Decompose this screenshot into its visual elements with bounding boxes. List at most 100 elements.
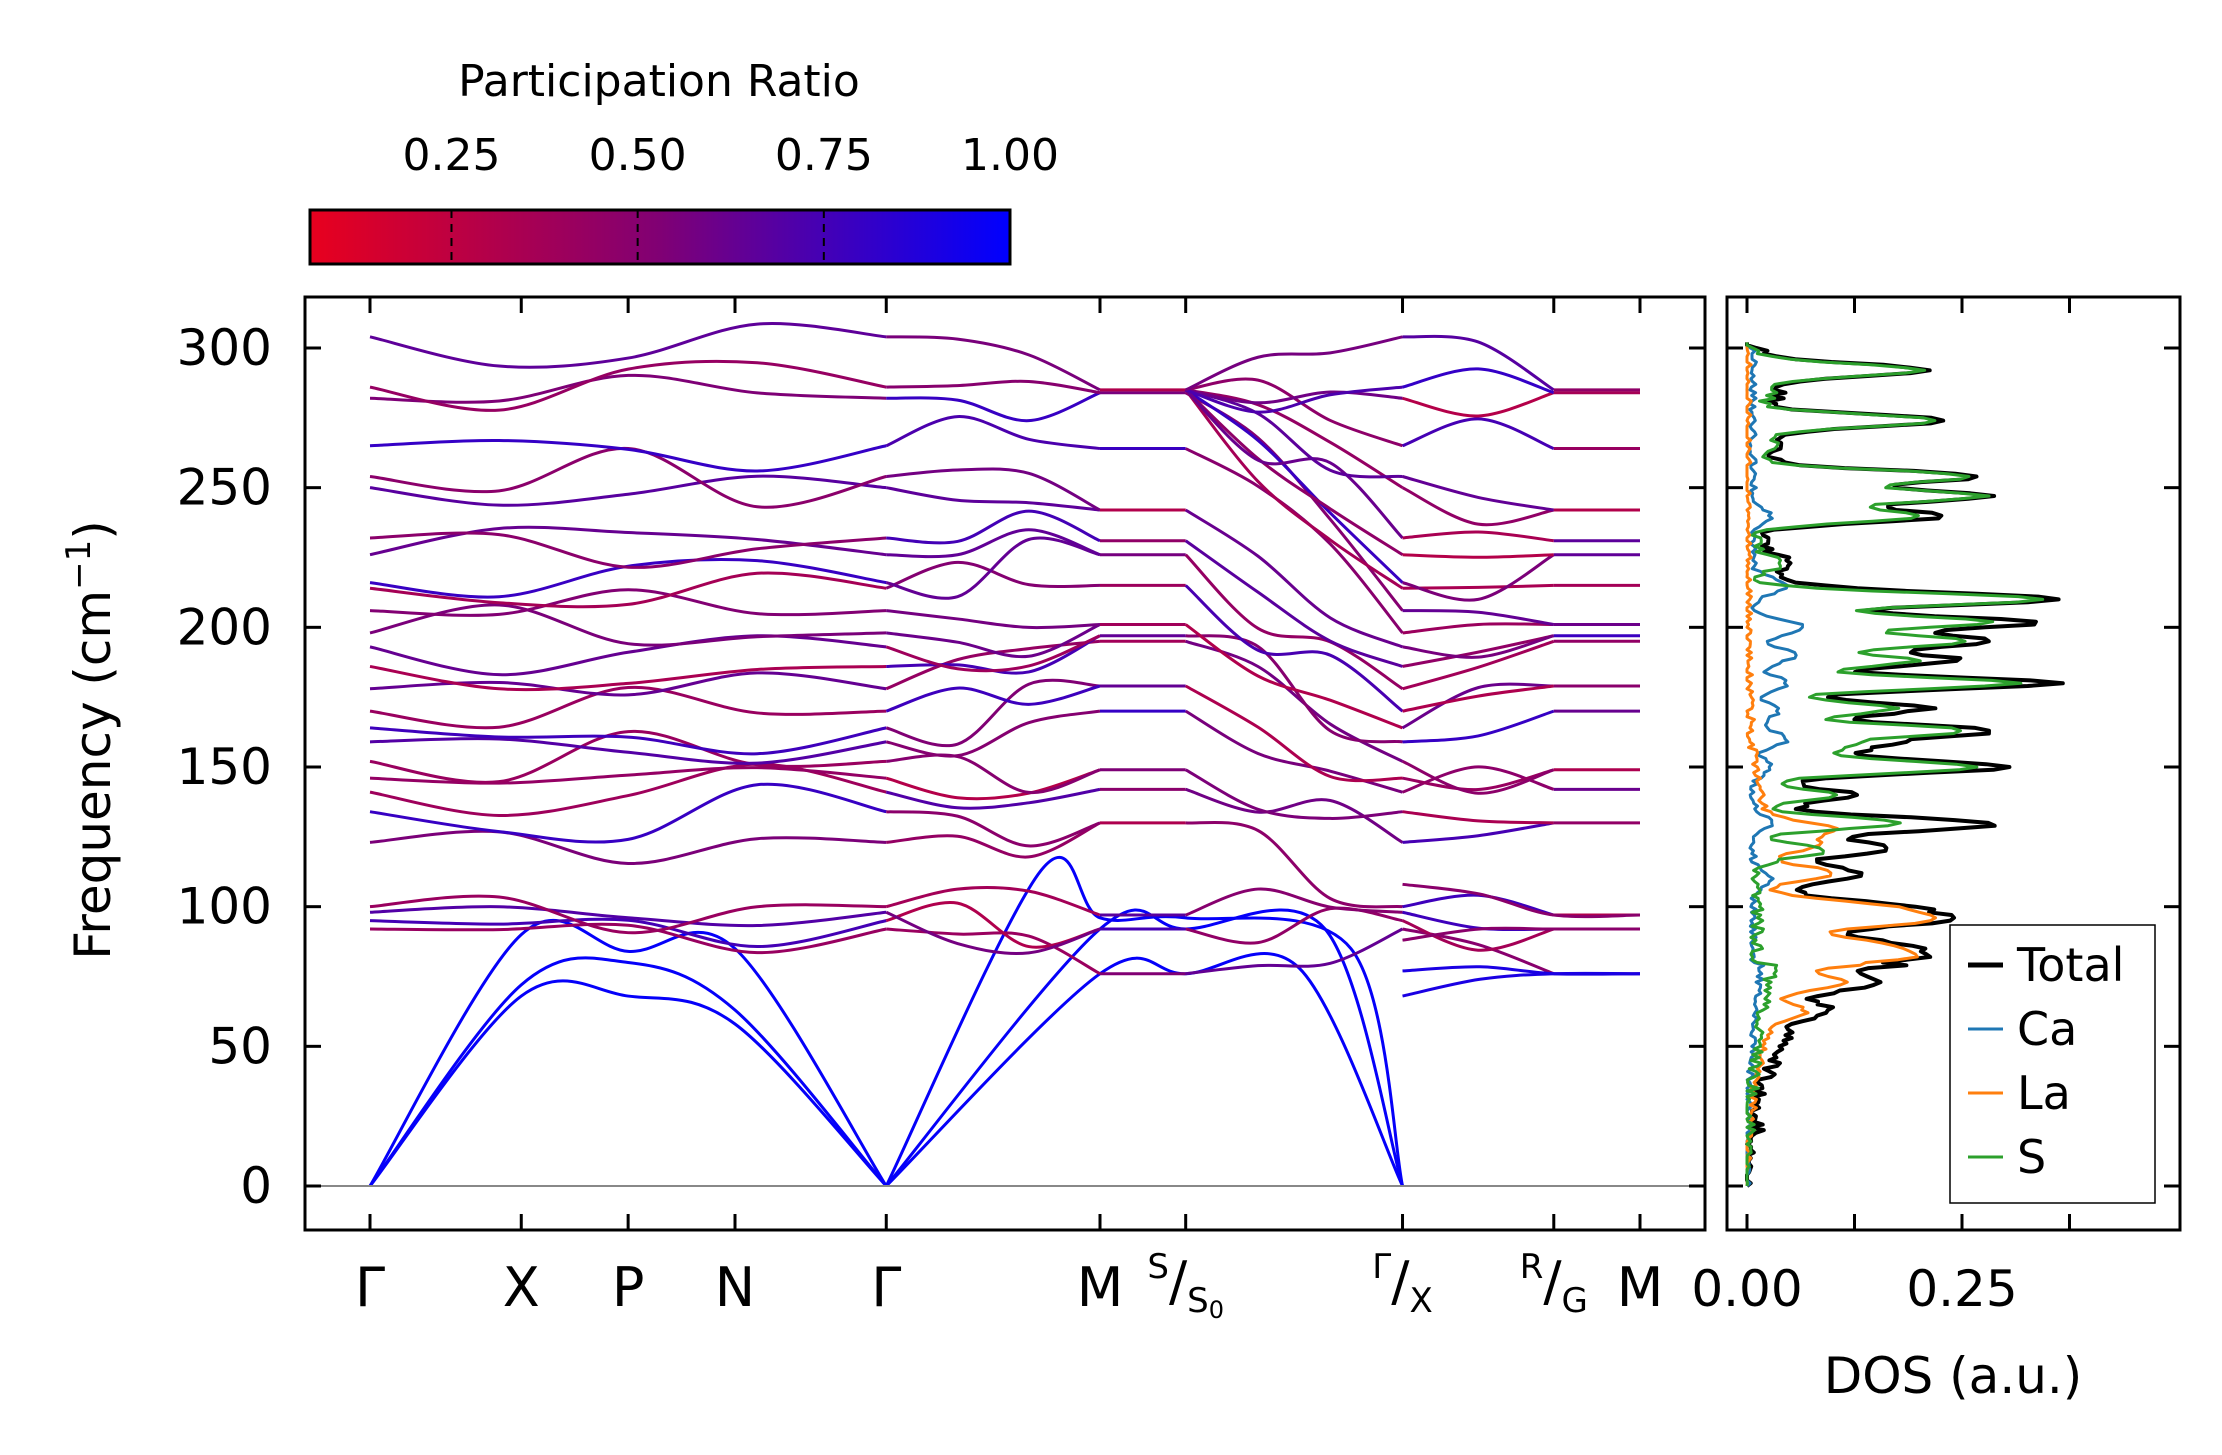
optical-branch [369,730,887,784]
dos-panel: 0.00 0.25 DOS (a.u.) Total Ca La S [1691,295,2182,1405]
path-tick-label: R/G [1520,1247,1588,1321]
optical-branch [886,609,1101,630]
optical-branch [369,664,887,692]
optical-branch [886,379,1101,395]
legend-label: Ca [2017,1002,2077,1056]
optical-branch [369,905,887,928]
optical-branch [1184,584,1404,713]
optical-branch [369,917,887,949]
optical-branch [886,753,1101,794]
optical-branch [1185,388,1404,489]
dos-frame [1725,295,2182,1232]
path-label-slash: / [1391,1250,1410,1313]
optical-branch [886,467,1101,512]
frequency-axis-label-text: Frequency (cm [64,590,122,960]
optical-branch [886,335,1101,392]
path-label-lower: X [1409,1281,1432,1321]
optical-branch [1185,906,1403,945]
optical-branch [886,927,1101,976]
path-tick-label: P [612,1256,645,1319]
optical-branch [885,684,1101,713]
path-tick-label: S/S0 [1147,1247,1224,1324]
optical-branch [886,810,1101,848]
y-tick-label: 50 [208,1017,272,1075]
colorbar-tick-label: 0.25 [403,130,501,181]
optical-branch [369,571,887,609]
optical-branch [1185,388,1403,405]
optical-branch [1184,709,1403,794]
legend-label: Total [2016,938,2124,992]
path-tick-label: N [715,1256,755,1319]
optical-branch [1184,508,1404,649]
acoustic-branch [368,956,888,1187]
optical-branch [369,603,887,647]
optical-branch [1184,388,1404,590]
y-tick-label: 0 [240,1157,272,1215]
legend-label: La [2017,1066,2071,1120]
optical-branch [369,922,887,955]
colorbar-gradient [308,208,1012,266]
optical-branch [1402,709,1555,744]
y-tick-label: 250 [177,459,272,517]
optical-branch [1402,609,1555,627]
optical-branch [885,560,1101,590]
optical-branch [1402,475,1555,512]
optical-branch [1185,385,1403,414]
optical-branch [1185,639,1404,763]
optical-branch [1402,910,1554,932]
optical-branch [1401,682,1554,730]
optical-branch [1402,553,1554,559]
optical-branch [1184,768,1403,820]
y-tick-label: 150 [177,738,272,796]
path-tick-label: Γ [355,1256,385,1319]
optical-branch [369,474,887,507]
colorbar-tick-label: 1.00 [961,130,1059,181]
acoustic-branch [368,979,888,1188]
optical-branch [369,588,887,617]
optical-branch [369,531,887,569]
optical-branch [1402,965,1641,976]
colorbar-title: Participation Ratio [458,56,860,107]
optical-branch [885,910,1101,955]
frequency-axis-label-sup: −1 [59,540,99,590]
acoustic-branch [885,952,1404,1188]
path-label-slash: / [1169,1250,1188,1313]
path-label-upper: R [1520,1247,1544,1287]
optical-branch [1402,639,1555,691]
dispersion-curves [368,322,1641,1188]
dispersion-y-ticks: 0 50 100 150 200 250 300 [177,319,1705,1215]
optical-branch [886,391,1101,423]
optical-branch [885,486,1101,512]
optical-branch [1184,623,1404,730]
path-tick-label: Γ/X [1372,1247,1432,1321]
optical-branch [886,821,1101,859]
optical-branch [1402,367,1555,395]
optical-branch [885,536,1101,600]
dos-curves [1745,342,2065,1188]
dos-x-tick-label: 0.25 [1906,1260,2017,1318]
optical-branch [369,685,887,730]
optical-branch [1185,820,1403,909]
optical-branch [1402,927,1555,976]
optical-branch [886,509,1101,545]
acoustic-branch [884,856,1404,1187]
optical-branch [369,737,887,765]
optical-branch [1184,553,1404,691]
dos-axis-label: DOS (a.u.) [1824,1347,2083,1405]
optical-branch [1401,417,1555,450]
acoustic-branch [368,919,888,1187]
optical-branch [369,438,887,473]
path-label-sub: 0 [1209,1296,1224,1324]
optical-branch [1402,821,1555,844]
path-tick-label: Γ [871,1256,901,1319]
optical-branch [1402,926,1640,942]
colorbar: Participation Ratio 0.25 0.50 0.75 1.00 [308,56,1059,266]
y-tick-label: 100 [177,878,272,936]
dos-ticks: 0.00 0.25 [1691,297,2180,1318]
optical-branch [1401,486,1555,527]
path-tick-label: M [1617,1256,1664,1319]
optical-branch [1185,787,1404,844]
optical-branch [1402,530,1554,543]
optical-branch [885,768,1101,801]
path-label-upper: S [1147,1247,1169,1287]
